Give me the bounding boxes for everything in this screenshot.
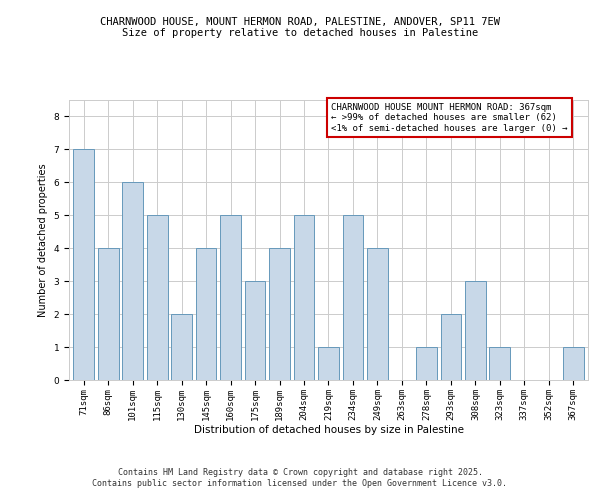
Bar: [416, 347, 437, 380]
X-axis label: Distribution of detached houses by size in Palestine: Distribution of detached houses by size …: [193, 426, 464, 436]
Bar: [171, 314, 192, 380]
Bar: [122, 182, 143, 380]
Text: CHARNWOOD HOUSE, MOUNT HERMON ROAD, PALESTINE, ANDOVER, SP11 7EW: CHARNWOOD HOUSE, MOUNT HERMON ROAD, PALE…: [100, 18, 500, 28]
Y-axis label: Number of detached properties: Number of detached properties: [38, 163, 48, 317]
Bar: [220, 216, 241, 380]
Bar: [196, 248, 217, 380]
Text: Contains HM Land Registry data © Crown copyright and database right 2025.
Contai: Contains HM Land Registry data © Crown c…: [92, 468, 508, 487]
Bar: [318, 347, 339, 380]
Bar: [465, 281, 486, 380]
Bar: [490, 347, 510, 380]
Bar: [245, 281, 265, 380]
Bar: [563, 347, 584, 380]
Bar: [269, 248, 290, 380]
Bar: [147, 216, 167, 380]
Bar: [440, 314, 461, 380]
Bar: [73, 150, 94, 380]
Bar: [293, 216, 314, 380]
Bar: [367, 248, 388, 380]
Bar: [98, 248, 119, 380]
Text: Size of property relative to detached houses in Palestine: Size of property relative to detached ho…: [122, 28, 478, 38]
Text: CHARNWOOD HOUSE MOUNT HERMON ROAD: 367sqm
← >99% of detached houses are smaller : CHARNWOOD HOUSE MOUNT HERMON ROAD: 367sq…: [331, 103, 568, 132]
Bar: [343, 216, 364, 380]
